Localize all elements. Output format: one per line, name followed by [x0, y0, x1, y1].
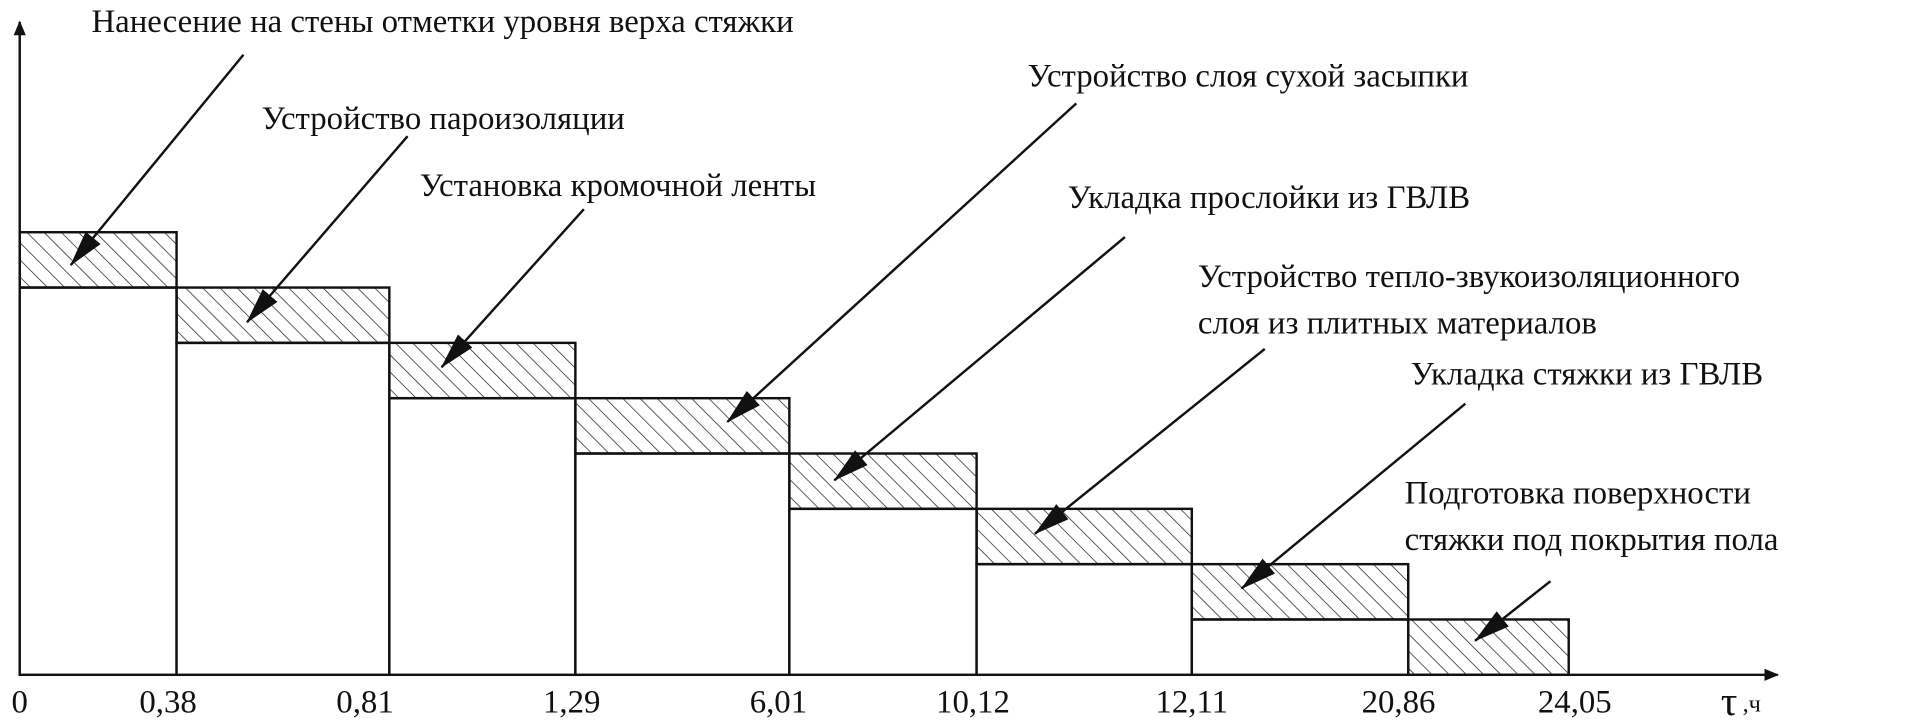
pointer-arrow [1034, 348, 1266, 535]
task-body [175, 341, 391, 677]
x-tick-label: 0 [12, 685, 28, 721]
task-body [388, 396, 577, 677]
pointer-arrow [726, 102, 1078, 423]
pointer-arrow [1474, 580, 1552, 642]
task-hatch [18, 231, 178, 289]
task-label: Установка кромочной ленты [420, 168, 816, 204]
task-label: Подготовка поверхности [1405, 476, 1751, 512]
task-label: Устройство тепло-звукоизоляционного [1198, 259, 1740, 295]
x-tick-label: 6,01 [750, 685, 807, 721]
task-body [788, 507, 978, 677]
axis-unit: ,ч [1743, 690, 1761, 717]
pointer-arrow [246, 135, 409, 324]
x-tick-label: 1,29 [543, 685, 600, 721]
task-body [574, 452, 791, 677]
task-hatch [1407, 618, 1570, 677]
task-hatch [975, 507, 1194, 566]
x-tick-label: 20,86 [1362, 685, 1436, 721]
pointer-arrow [440, 208, 585, 369]
task-hatch [175, 286, 391, 345]
task-hatch [1190, 562, 1410, 621]
x-tick-label: 12,11 [1155, 685, 1228, 721]
x-tick-label: 10,12 [936, 685, 1010, 721]
task-hatch [574, 396, 791, 455]
task-label: Нанесение на стены отметки уровня верха … [91, 4, 793, 40]
task-hatch [388, 341, 577, 400]
pointer-arrow [69, 53, 245, 266]
task-label: Укладка стяжки из ГВЛВ [1411, 356, 1764, 392]
task-body [975, 562, 1194, 677]
pointer-arrow [1240, 402, 1467, 590]
task-label: стяжки под покрытия пола [1405, 522, 1779, 558]
task-body [18, 286, 178, 677]
task-hatch [788, 452, 978, 511]
task-label: Устройство пароизоляции [262, 101, 625, 137]
pointer-arrow [833, 236, 1126, 482]
task-body [1190, 618, 1410, 677]
task-label: Устройство слоя сухой засыпки [1028, 59, 1469, 95]
task-label: слоя из плитных материалов [1198, 305, 1597, 341]
x-tick-label: 24,05 [1538, 685, 1612, 721]
x-tick-label: 0,81 [336, 685, 393, 721]
task-label: Укладка прослойки из ГВЛВ [1068, 180, 1470, 216]
x-tick-label: 0,38 [139, 685, 196, 721]
axis-symbol: τ [1721, 678, 1738, 721]
